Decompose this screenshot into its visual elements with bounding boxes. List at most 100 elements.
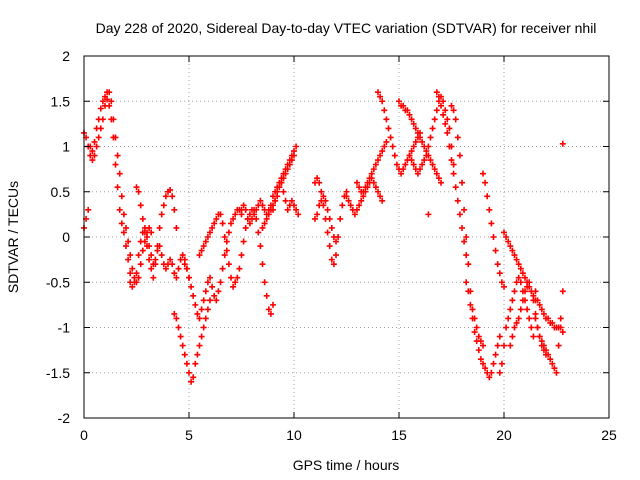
data-point (337, 215, 344, 222)
data-point (492, 351, 499, 358)
data-point (204, 279, 211, 286)
data-point (480, 170, 486, 177)
data-point (433, 107, 440, 114)
data-point (261, 220, 268, 227)
data-point (547, 356, 554, 363)
data-point (314, 211, 321, 218)
data-point (488, 369, 495, 376)
data-point (480, 342, 486, 349)
data-point (442, 120, 449, 127)
data-point (383, 138, 390, 145)
data-point (137, 202, 144, 209)
data-point (372, 184, 379, 191)
data-point (383, 116, 390, 123)
data-point (555, 342, 562, 349)
data-point (112, 161, 119, 168)
data-point (125, 256, 132, 263)
data-point (345, 197, 352, 204)
data-point (360, 193, 367, 200)
data-point (286, 161, 293, 168)
data-point (421, 157, 428, 164)
data-point (450, 170, 457, 177)
data-point (505, 315, 512, 322)
data-point (200, 297, 207, 304)
data-point (545, 315, 552, 322)
data-point (461, 206, 468, 213)
series-arc4 (127, 224, 192, 290)
data-point (150, 274, 157, 281)
data-point (209, 283, 216, 290)
data-point (364, 184, 371, 191)
data-point (372, 161, 379, 168)
data-point (503, 324, 510, 331)
series-arc20 (448, 102, 486, 349)
data-point (486, 206, 493, 213)
data-point (406, 152, 413, 159)
data-point (192, 301, 199, 308)
data-point (146, 256, 153, 263)
data-point (354, 179, 360, 186)
data-point (438, 179, 444, 186)
data-point (435, 93, 442, 100)
data-point (316, 202, 323, 209)
data-point (511, 288, 518, 295)
data-point (257, 197, 264, 204)
x-tick-label: 5 (185, 427, 193, 443)
data-point (469, 306, 476, 313)
plot-frame (83, 55, 610, 419)
data-point (515, 315, 522, 322)
data-point (198, 247, 205, 254)
data-point (127, 270, 134, 277)
data-point (410, 120, 417, 127)
data-point (91, 138, 98, 145)
data-point (291, 202, 297, 209)
data-point (463, 234, 470, 240)
data-point (196, 252, 203, 259)
data-point (131, 279, 138, 286)
data-point (381, 143, 388, 150)
data-point (463, 252, 470, 259)
data-point (450, 107, 457, 114)
data-point (152, 256, 159, 263)
data-point (318, 188, 325, 195)
data-point (186, 369, 192, 376)
data-point (194, 351, 201, 358)
data-point (356, 184, 363, 191)
data-point (524, 306, 531, 313)
data-point (221, 234, 228, 240)
data-point (419, 138, 426, 145)
data-point (454, 134, 461, 141)
data-point (93, 143, 100, 150)
data-point (202, 288, 209, 295)
data-point (509, 333, 516, 340)
data-point (429, 125, 436, 132)
data-point (370, 179, 377, 186)
data-point (400, 102, 407, 109)
data-point (280, 188, 287, 195)
series-arc2 (81, 96, 134, 277)
data-point (412, 138, 419, 145)
data-point (274, 193, 281, 200)
data-point (465, 288, 472, 295)
data-point (99, 98, 106, 105)
data-point (496, 270, 503, 277)
data-point (211, 220, 218, 227)
x-tick-label: 0 (80, 427, 88, 443)
data-point (106, 89, 113, 96)
y-tick-labels: 2 1.5 1 0.5 0 -0.5 -1 -1.5 -2 (46, 48, 70, 426)
data-point (133, 184, 140, 191)
y-tick-label: 1.5 (51, 93, 71, 109)
data-point (196, 315, 203, 322)
series-arc13 (312, 193, 339, 245)
data-point (375, 89, 381, 96)
axis-ticks (83, 55, 610, 419)
series-arc14 (343, 138, 390, 218)
data-point (440, 98, 447, 105)
data-point (519, 297, 526, 304)
data-point (238, 252, 245, 259)
data-point (181, 261, 188, 268)
data-point (408, 116, 415, 123)
data-point (213, 215, 220, 222)
data-point (169, 261, 176, 268)
data-point (223, 247, 230, 254)
